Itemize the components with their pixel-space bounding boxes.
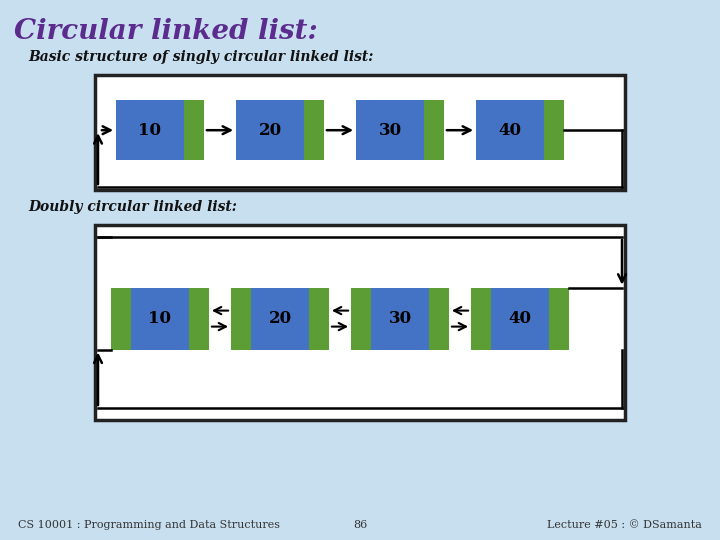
Text: 20: 20 (269, 310, 292, 327)
Bar (95, 225, 625, 420)
Bar (476, 100, 544, 160)
Text: 30: 30 (379, 122, 402, 139)
Bar (111, 288, 131, 349)
Bar (116, 100, 184, 160)
Bar (351, 288, 371, 349)
Text: Basic structure of singly circular linked list:: Basic structure of singly circular linke… (28, 50, 374, 64)
Bar (309, 288, 329, 349)
Text: Lecture #05 : © DSamanta: Lecture #05 : © DSamanta (547, 520, 702, 530)
Text: 40: 40 (498, 122, 521, 139)
Bar (544, 100, 564, 160)
Bar (371, 288, 429, 349)
Bar (304, 100, 324, 160)
Text: Doubly circular linked list:: Doubly circular linked list: (28, 200, 237, 214)
Text: CS 10001 : Programming and Data Structures: CS 10001 : Programming and Data Structur… (18, 520, 280, 530)
Bar (231, 288, 251, 349)
Bar (424, 100, 444, 160)
Bar (131, 288, 189, 349)
Text: Circular linked list:: Circular linked list: (14, 18, 318, 45)
Text: 86: 86 (353, 520, 367, 530)
Bar (236, 100, 304, 160)
Bar (471, 288, 491, 349)
Bar (189, 288, 209, 349)
Text: 10: 10 (138, 122, 161, 139)
Text: 10: 10 (148, 310, 171, 327)
Bar (491, 288, 549, 349)
Text: 40: 40 (508, 310, 531, 327)
Bar (184, 100, 204, 160)
Text: 20: 20 (258, 122, 282, 139)
Bar (356, 100, 424, 160)
Text: 30: 30 (388, 310, 412, 327)
Bar (429, 288, 449, 349)
Bar (549, 288, 569, 349)
Bar (95, 75, 625, 190)
Bar (251, 288, 309, 349)
